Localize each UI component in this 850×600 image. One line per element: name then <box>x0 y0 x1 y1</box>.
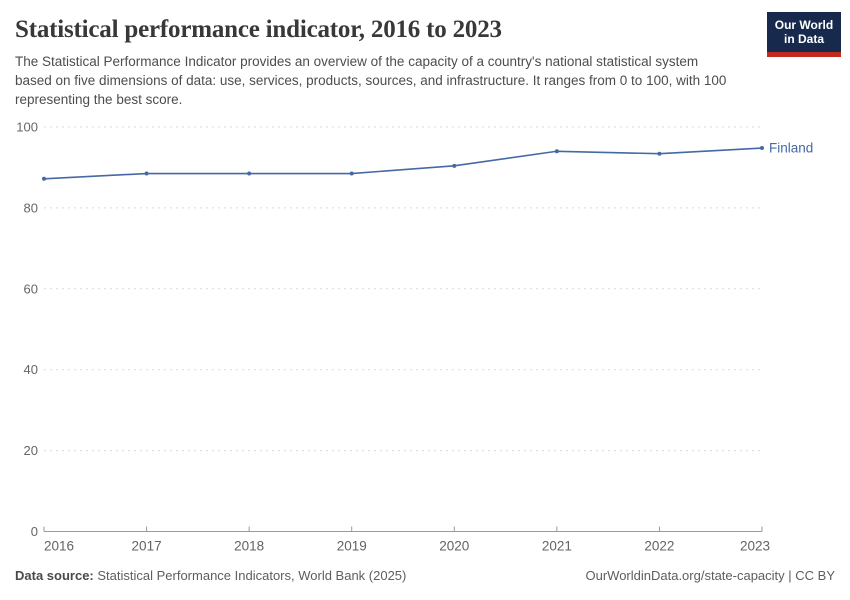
owid-logo[interactable]: Our World in Data <box>767 12 841 57</box>
y-tick-label: 100 <box>16 120 38 135</box>
data-point <box>657 151 662 156</box>
owid-logo-line1: Our World <box>774 18 834 32</box>
y-tick-label: 80 <box>24 200 38 215</box>
data-source: Data source: Statistical Performance Ind… <box>15 568 406 583</box>
y-tick-label: 60 <box>24 281 38 296</box>
series-label[interactable]: Finland <box>769 141 813 156</box>
citation-link[interactable]: OurWorldinData.org/state-capacity | CC B… <box>585 568 835 583</box>
data-point <box>760 146 764 151</box>
data-point <box>554 149 559 154</box>
x-tick-label: 2022 <box>644 539 674 554</box>
data-point <box>144 171 149 176</box>
data-point <box>42 176 46 181</box>
y-tick-label: 0 <box>31 524 38 539</box>
x-tick-label: 2019 <box>337 539 367 554</box>
y-tick-label: 20 <box>24 443 38 458</box>
x-tick-label: 2017 <box>132 539 162 554</box>
x-tick-label: 2018 <box>234 539 264 554</box>
series-line <box>43 147 763 180</box>
data-point <box>349 171 354 176</box>
x-tick-label: 2020 <box>439 539 469 554</box>
data-source-value: Statistical Performance Indicators, Worl… <box>93 568 407 583</box>
x-tick-label: 2016 <box>44 539 74 554</box>
data-point <box>247 171 252 176</box>
x-tick-label: 2021 <box>542 539 572 554</box>
chart-footer: Data source: Statistical Performance Ind… <box>15 568 835 583</box>
chart-title: Statistical performance indicator, 2016 … <box>15 16 502 43</box>
y-tick-label: 40 <box>24 362 38 377</box>
data-source-label: Data source: <box>15 568 94 583</box>
x-tick-label: 2023 <box>740 539 770 554</box>
owid-logo-line2: in Data <box>783 32 824 46</box>
chart-subtitle: The Statistical Performance Indicator pr… <box>15 54 727 107</box>
data-point <box>452 163 457 168</box>
